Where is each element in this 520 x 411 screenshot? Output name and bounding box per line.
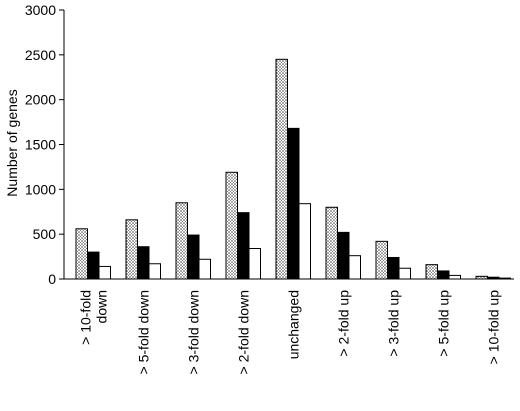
x-tick-label-line: > 3-fold up (385, 290, 401, 357)
white-bar (348, 255, 361, 280)
x-tick-label-line: unchanged (285, 290, 301, 359)
black-bar (387, 256, 400, 280)
x-tick-label-line: > 2-fold down (235, 290, 251, 374)
dotted-bar (75, 228, 88, 280)
dotted-bar (175, 202, 188, 280)
dotted-bar (425, 264, 438, 280)
dotted-bar (125, 219, 138, 280)
x-tick-label-line: > 5-fold down (135, 290, 151, 374)
x-tick-label: > 5-fold up (435, 290, 451, 357)
x-tick-label: unchanged (285, 290, 301, 359)
black-bar (437, 270, 450, 280)
white-bar (398, 267, 411, 280)
x-tick-label-line: > 5-fold up (435, 290, 451, 357)
x-tick-label: > 10-folddown (77, 290, 109, 345)
black-bar (187, 234, 200, 280)
x-tick-label-line: > 3-fold down (185, 290, 201, 374)
x-tick-label-line: > 10-fold (77, 290, 93, 345)
black-bar (87, 251, 100, 280)
white-bar (198, 258, 211, 280)
y-tick-label: 3000 (25, 2, 56, 18)
white-bar (98, 265, 111, 280)
black-bar (137, 246, 150, 280)
y-tick-label: 1000 (25, 181, 56, 197)
dotted-bar (325, 206, 338, 280)
x-tick-label: > 3-fold up (385, 290, 401, 357)
x-tick-label-line: > 2-fold up (335, 290, 351, 357)
dotted-bar (225, 171, 238, 280)
dotted-bar (275, 58, 288, 280)
y-axis: 0 500 1000 1500 2000 2500 3000 (25, 2, 65, 287)
x-tick-label: > 3-fold down (185, 290, 201, 374)
dotted-bar (375, 240, 388, 280)
x-axis: > 10-folddown > 5-fold down > 3-fold down >… (64, 278, 514, 374)
black-bar (337, 231, 350, 280)
y-axis-label: Number of genes (4, 89, 20, 196)
y-tick-label: 2000 (25, 92, 56, 108)
white-bar (248, 248, 261, 280)
x-tick-label: > 5-fold down (135, 290, 151, 374)
x-tick-label: > 10-fold up (485, 290, 501, 365)
y-tick-label: 500 (33, 226, 57, 242)
x-tick-label: > 2-fold down (235, 290, 251, 374)
black-bar (237, 212, 250, 280)
black-bar (287, 127, 300, 280)
bars (75, 58, 511, 280)
x-tick-label: > 2-fold up (335, 290, 351, 357)
white-bar (298, 203, 311, 280)
y-tick-label: 2500 (25, 47, 56, 63)
y-tick-label: 1500 (25, 137, 56, 153)
y-tick-label: 0 (48, 271, 56, 287)
white-bar (448, 274, 461, 280)
white-bar (148, 263, 161, 280)
x-tick-label-line: > 10-fold up (485, 290, 501, 365)
x-tick-label-line: down (93, 290, 109, 323)
